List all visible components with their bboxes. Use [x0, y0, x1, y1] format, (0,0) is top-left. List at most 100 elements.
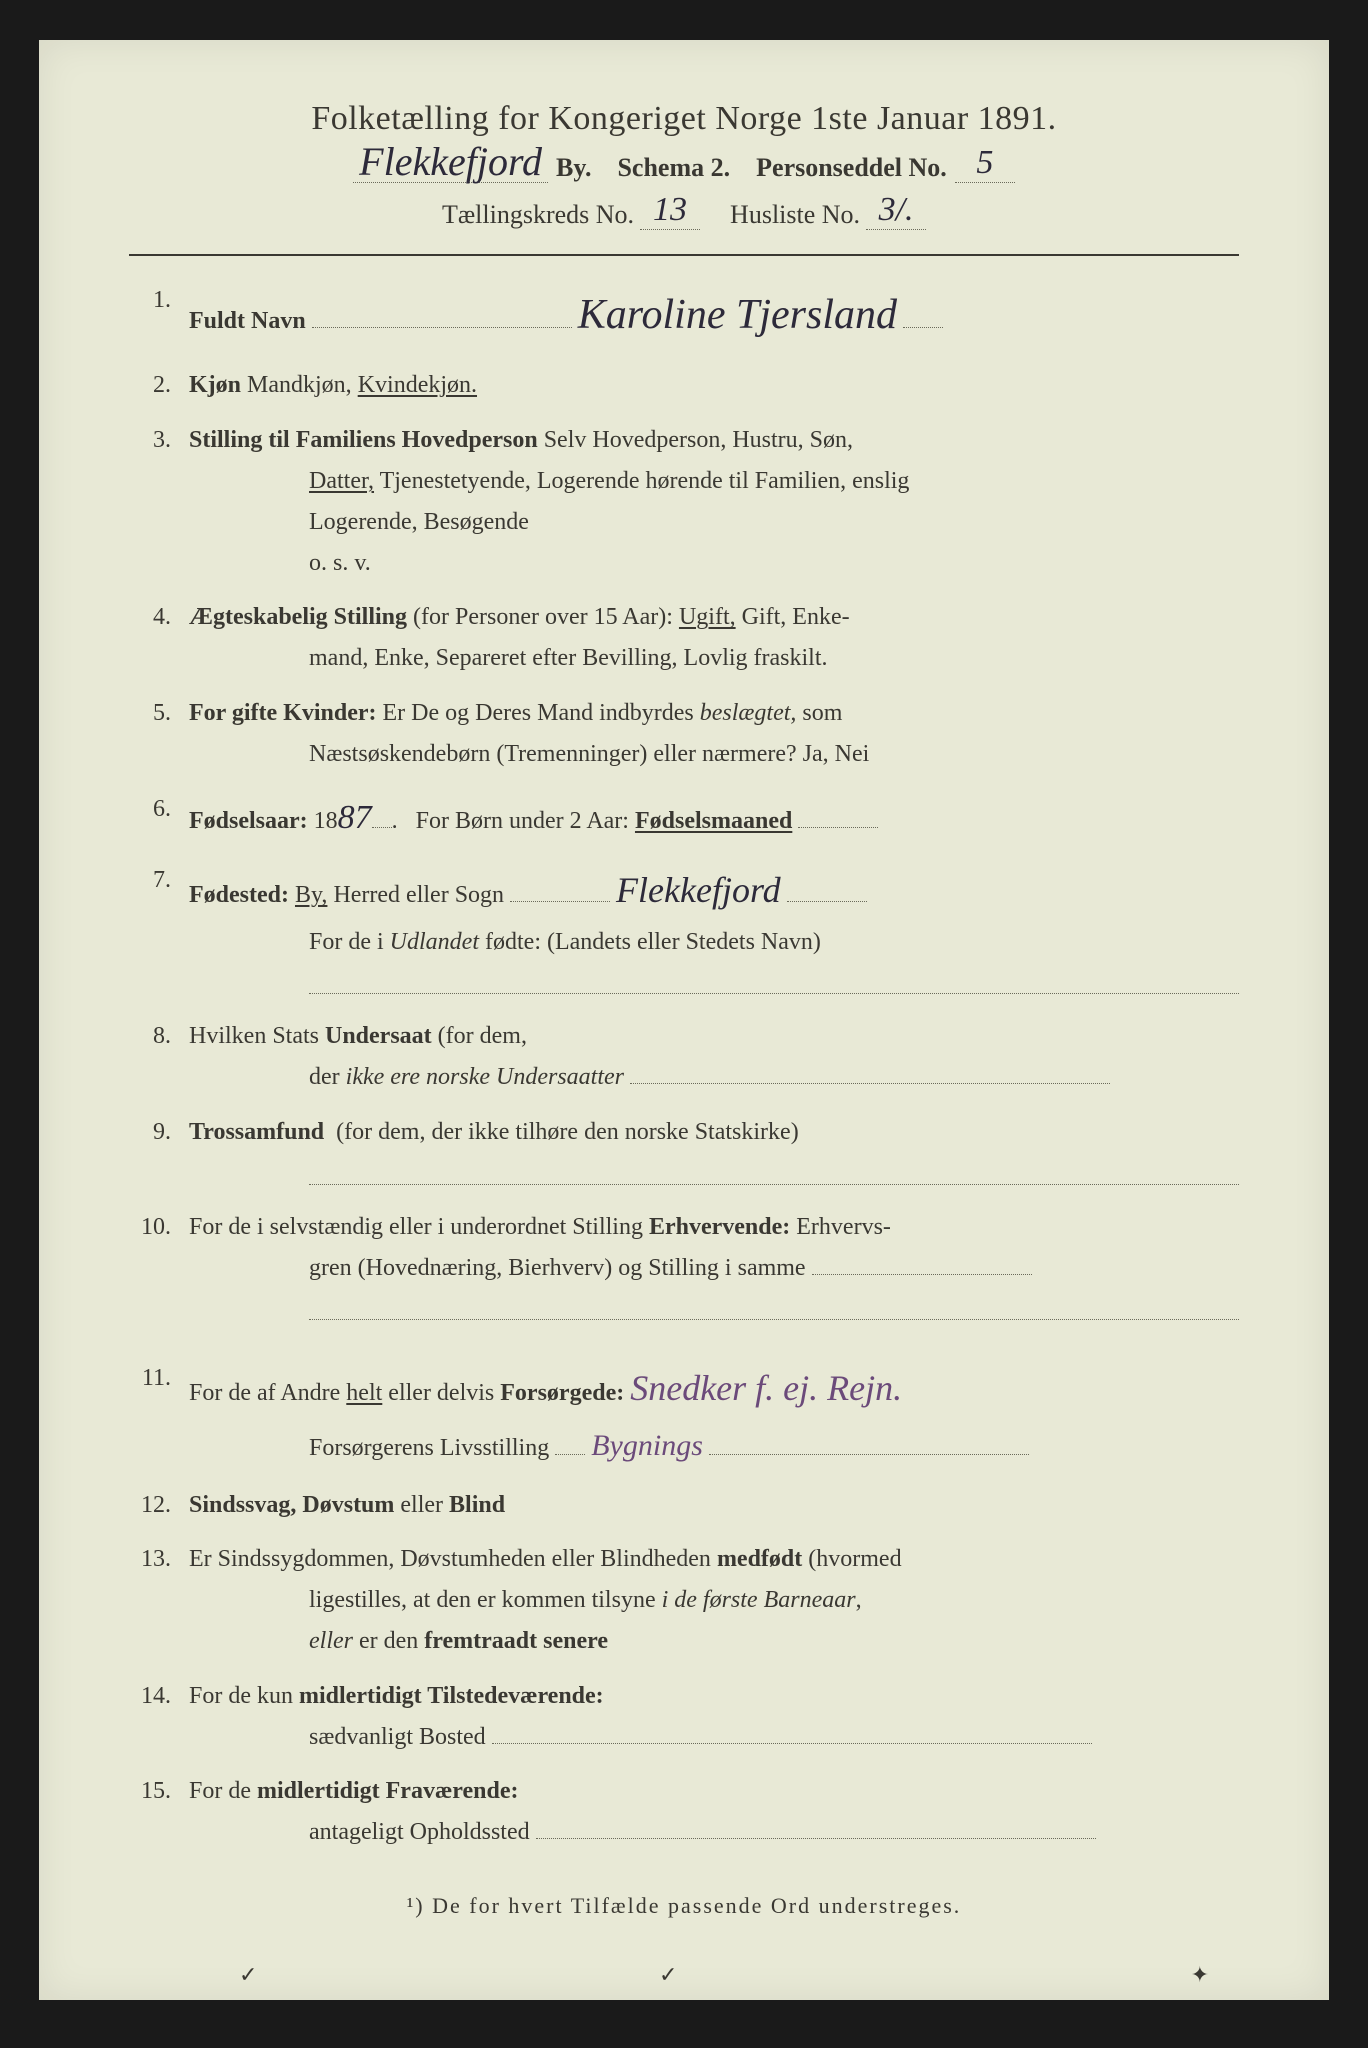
q15-label: midlertidigt Fraværende: — [257, 1778, 519, 1804]
q12-label2: Blind — [449, 1492, 505, 1518]
q8-line2b: ikke ere norske Undersaatter — [346, 1064, 624, 1090]
q3-line3: Logerende, Besøgende — [309, 509, 529, 535]
tick-mark-right: ✦ — [1191, 1962, 1209, 1988]
num-2: 2. — [129, 365, 189, 406]
q8-text2: (for dem, — [438, 1023, 527, 1049]
q15-line2: antageligt Opholdssted — [309, 1819, 530, 1845]
q5-line2: Næstsøskendebørn (Tremenninger) eller næ… — [309, 741, 869, 767]
by-label: By. — [556, 153, 591, 183]
q11-line2: Forsørgerens Livsstilling — [309, 1435, 549, 1461]
item-4: 4. Ægteskabelig Stilling (for Personer o… — [129, 597, 1239, 679]
q7-text: Herred eller Sogn — [333, 882, 504, 908]
q13-medfodt: medfødt — [717, 1546, 802, 1572]
item-7: 7. Fødested: By, Herred eller Sogn Flekk… — [129, 860, 1239, 1002]
q13-text2: (hvormed — [808, 1546, 901, 1572]
header-line-3: Tællingskreds No. 13 Husliste No. 3/. — [129, 191, 1239, 230]
q7-line2c: fødte: (Landets eller Stedets Navn) — [485, 929, 821, 955]
city-handwritten: Flekkefjord — [353, 142, 548, 183]
q8-text1: Hvilken Stats — [189, 1023, 319, 1049]
q8-line2a: der — [309, 1064, 340, 1090]
q4-label: Ægteskabelig Stilling — [189, 604, 407, 630]
q10-text1: For de i selvstændig eller i underordnet… — [189, 1214, 643, 1240]
q6-year: 87 — [338, 799, 372, 836]
q6-label2: Fødselsmaaned — [635, 808, 792, 834]
num-15: 15. — [129, 1771, 189, 1812]
form-title: Folketælling for Kongeriget Norge 1ste J… — [129, 100, 1239, 138]
q9-label: Trossamfund — [189, 1119, 324, 1145]
item-12: 12. Sindssvag, Døvstum eller Blind — [129, 1485, 1239, 1526]
q13-line2a: ligestilles, at den er kommen tilsyne — [309, 1587, 656, 1613]
personseddel-label: Personseddel No. — [756, 153, 947, 183]
header-line-2: Flekkefjord By. Schema 2. Personseddel N… — [129, 142, 1239, 183]
tick-mark-center: ✓ — [659, 1962, 677, 1988]
num-8: 8. — [129, 1016, 189, 1057]
q4-line2: mand, Enke, Separeret efter Bevilling, L… — [189, 638, 1239, 679]
num-4: 4. — [129, 597, 189, 638]
item-9: 9. Trossamfund (for dem, der ikke tilhør… — [129, 1112, 1239, 1193]
tallingskreds-label: Tællingskreds No. — [442, 200, 634, 230]
husliste-label: Husliste No. — [730, 200, 860, 230]
item-10: 10. For de i selvstændig eller i underor… — [129, 1207, 1239, 1329]
q12-text: eller — [400, 1492, 443, 1518]
q1-value: Karoline Tjersland — [578, 292, 897, 338]
q3-line2b: Tjenestetyende, Logerende hørende til Fa… — [380, 468, 910, 494]
q2-opt-mand: Mandkjøn, — [247, 372, 352, 398]
q11-value2: Bygnings — [591, 1429, 703, 1462]
item-13: 13. Er Sindssygdommen, Døvstumheden elle… — [129, 1539, 1239, 1661]
q1-label: Fuldt Navn — [189, 308, 306, 334]
q3-line4: o. s. v. — [309, 550, 371, 576]
q11-helt: helt — [346, 1380, 382, 1406]
item-14: 14. For de kun midlertidigt Tilstedevære… — [129, 1676, 1239, 1758]
num-12: 12. — [129, 1485, 189, 1526]
tick-mark-left: ✓ — [239, 1962, 257, 1988]
item-2: 2. Kjøn Mandkjøn, Kvindekjøn. — [129, 365, 1239, 406]
census-form-page: Folketælling for Kongeriget Norge 1ste J… — [39, 40, 1329, 2000]
divider — [129, 254, 1239, 256]
item-5: 5. For gifte Kvinder: Er De og Deres Man… — [129, 693, 1239, 775]
q10-text2: Erhvervs- — [796, 1214, 891, 1240]
num-7: 7. — [129, 860, 189, 901]
item-11: 11. For de af Andre helt eller delvis Fo… — [129, 1358, 1239, 1470]
q5-label: For gifte Kvinder: — [189, 700, 377, 726]
q5-text1: Er De og Deres Mand indbyrdes — [383, 700, 694, 726]
q4-paren: (for Personer over 15 Aar): — [413, 604, 673, 630]
q4-opt2: Gift, Enke- — [742, 604, 850, 630]
q13-text1: Er Sindssygdommen, Døvstumheden eller Bl… — [189, 1546, 711, 1572]
num-9: 9. — [129, 1112, 189, 1153]
num-6: 6. — [129, 789, 189, 830]
num-13: 13. — [129, 1539, 189, 1580]
form-header: Folketælling for Kongeriget Norge 1ste J… — [129, 100, 1239, 230]
item-6: 6. Fødselsaar: 1887. For Børn under 2 Aa… — [129, 789, 1239, 847]
form-body: 1. Fuldt Navn Karoline Tjersland 2. Kjøn… — [129, 280, 1239, 1853]
num-14: 14. — [129, 1676, 189, 1717]
num-11: 11. — [129, 1358, 189, 1399]
q13-line3a: eller — [309, 1628, 353, 1654]
item-1: 1. Fuldt Navn Karoline Tjersland — [129, 280, 1239, 351]
num-10: 10. — [129, 1207, 189, 1248]
q7-label: Fødested: — [189, 882, 289, 908]
q7-udlandet: Udlandet — [390, 929, 479, 955]
item-15: 15. For de midlertidigt Fraværende: anta… — [129, 1771, 1239, 1853]
q14-text: For de kun — [189, 1683, 293, 1709]
q4-ugift: Ugift, — [679, 604, 736, 630]
q15-text: For de — [189, 1778, 251, 1804]
tallingskreds-no: 13 — [640, 191, 700, 230]
q7-by: By, — [295, 882, 327, 908]
q6-prefix: 18 — [314, 808, 338, 834]
q7-line2a: For de i — [309, 929, 384, 955]
num-5: 5. — [129, 693, 189, 734]
personseddel-no: 5 — [955, 144, 1015, 183]
q14-label: midlertidigt Tilstedeværende: — [299, 1683, 604, 1709]
q12-label: Sindssvag, Døvstum — [189, 1492, 394, 1518]
q11-text2: eller delvis — [388, 1380, 494, 1406]
q11-value: Snedker f. ej. Rejn. — [630, 1368, 902, 1408]
num-3: 3. — [129, 420, 189, 461]
q14-line2: sædvanligt Bosted — [309, 1724, 486, 1750]
item-8: 8. Hvilken Stats Undersaat (for dem, der… — [129, 1016, 1239, 1098]
q10-label: Erhvervende: — [649, 1214, 790, 1240]
q13-line2b: i de første Barneaar — [662, 1587, 856, 1613]
q2-label: Kjøn — [189, 372, 241, 398]
q5-text2: som — [802, 700, 842, 726]
q11-label: Forsørgede: — [500, 1380, 624, 1406]
q5-beslaegtet: beslægtet, — [700, 700, 797, 726]
